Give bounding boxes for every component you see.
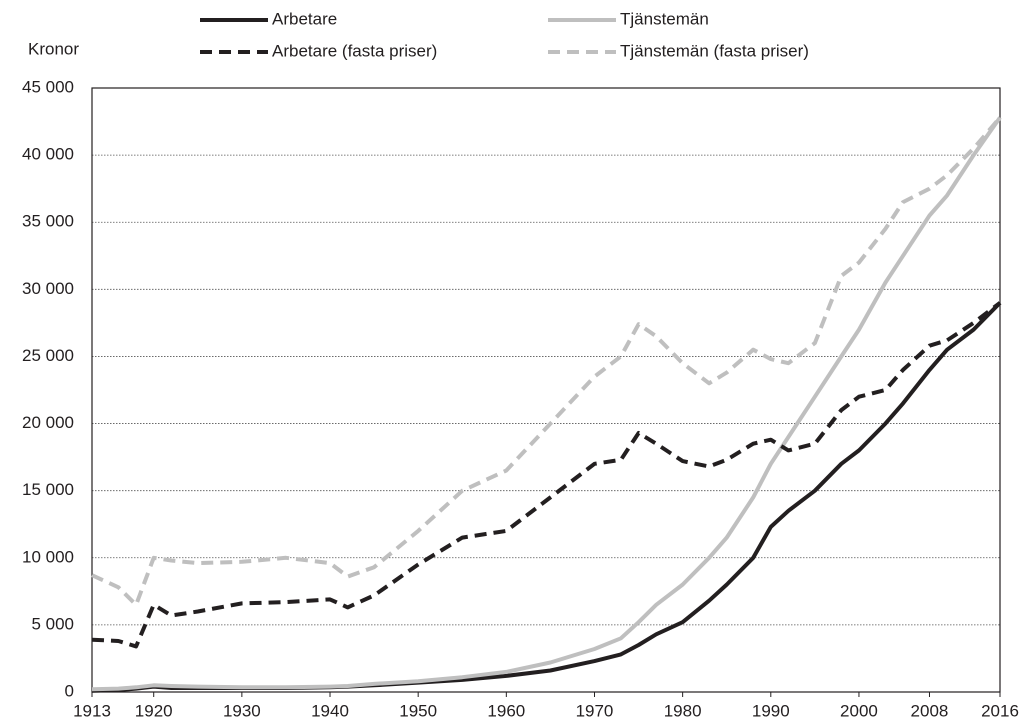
x-tick-label: 2008 — [911, 701, 949, 720]
y-tick-label: 5 000 — [31, 614, 74, 633]
legend-label: Tjänstemän — [620, 9, 709, 28]
y-tick-label: 10 000 — [22, 547, 74, 566]
legend-label: Tjänstemän (fasta priser) — [620, 41, 809, 60]
legend-label: Arbetare (fasta priser) — [272, 41, 437, 60]
x-tick-label: 2000 — [840, 701, 878, 720]
y-axis-label: Kronor — [28, 39, 79, 58]
x-tick-label: 1930 — [223, 701, 261, 720]
series-line — [91, 301, 1002, 693]
series-line — [91, 301, 1002, 649]
y-tick-label: 45 000 — [22, 77, 74, 96]
legend-label: Arbetare — [272, 9, 337, 28]
y-tick-label: 15 000 — [22, 480, 74, 499]
x-tick-label: 1970 — [576, 701, 614, 720]
plot-frame — [91, 87, 1001, 693]
series-line — [91, 116, 1002, 692]
x-tick-label: 1980 — [664, 701, 702, 720]
y-tick-label: 20 000 — [22, 413, 74, 432]
x-tick-label: 1990 — [752, 701, 790, 720]
series-line — [91, 116, 1002, 607]
x-tick-label: 1960 — [487, 701, 525, 720]
y-tick-label: 40 000 — [22, 145, 74, 164]
x-tick-label: 1913 — [73, 701, 111, 720]
x-tick-label: 1920 — [135, 701, 173, 720]
x-tick-label: 1940 — [311, 701, 349, 720]
y-tick-label: 25 000 — [22, 346, 74, 365]
x-tick-label: 1950 — [399, 701, 437, 720]
y-tick-label: 30 000 — [22, 279, 74, 298]
y-tick-label: 0 — [65, 681, 74, 700]
x-tick-label: 2016 — [981, 701, 1019, 720]
y-tick-label: 35 000 — [22, 212, 74, 231]
